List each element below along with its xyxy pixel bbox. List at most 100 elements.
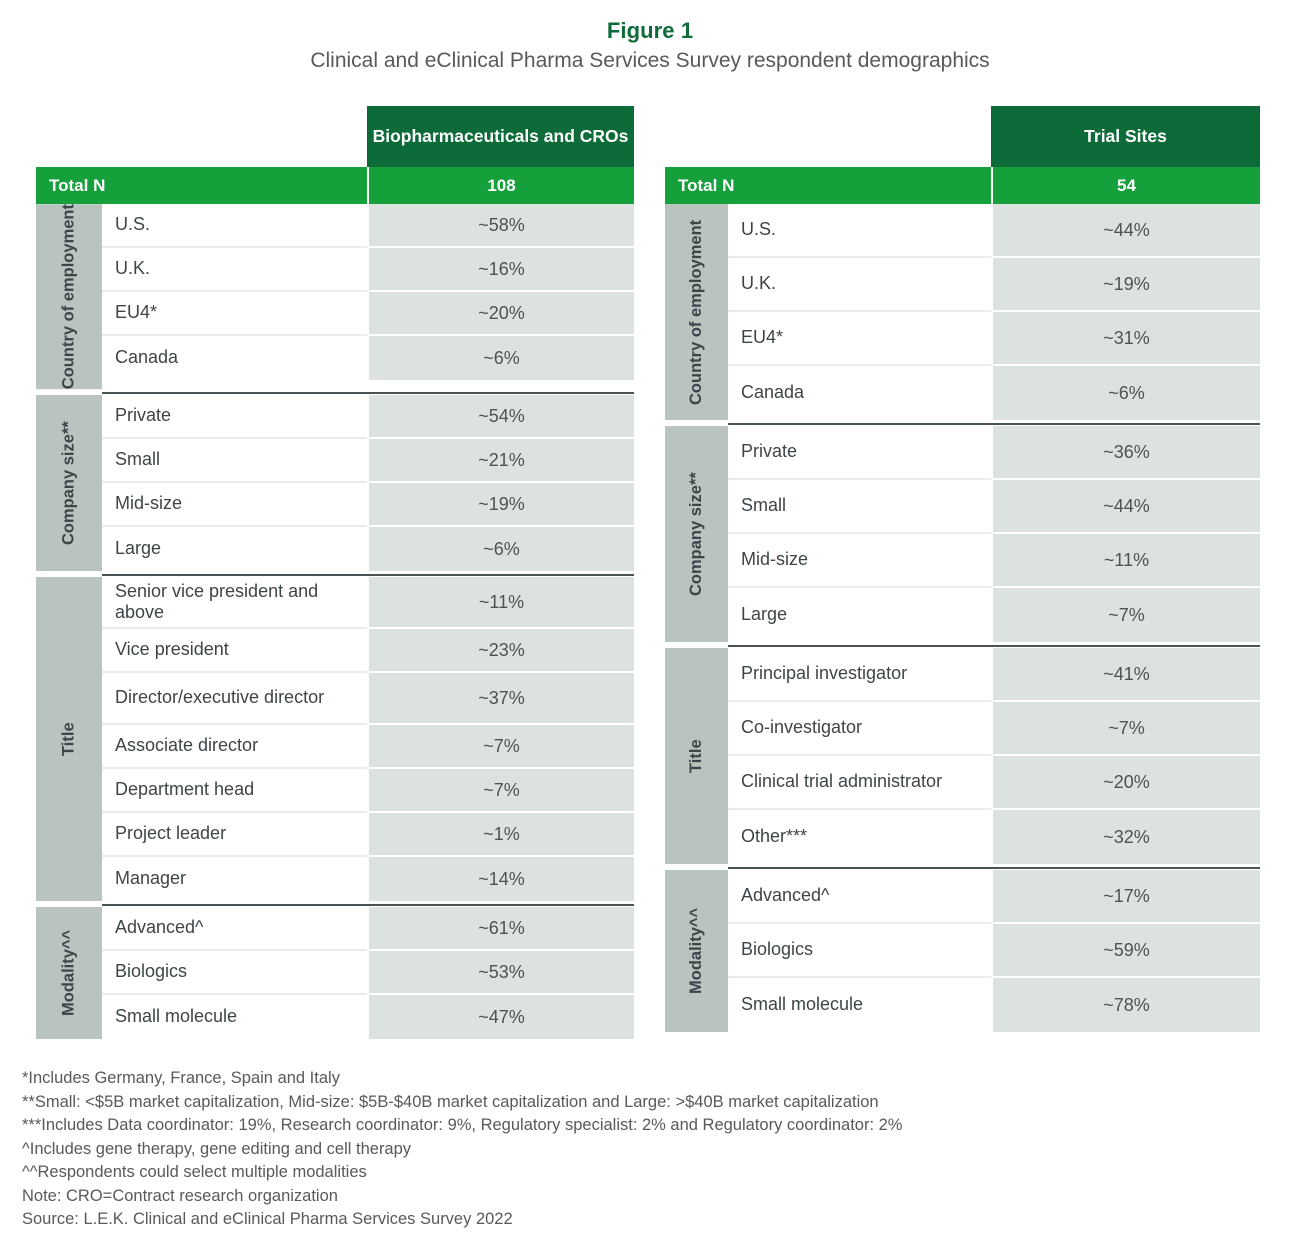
group-rows: Senior vice president and above ~11% Vice … <box>102 577 634 902</box>
row-value: ~20% <box>367 292 634 336</box>
row-label: Vice president <box>102 629 367 674</box>
row-value: ~41% <box>991 648 1260 702</box>
total-n-label: Total N <box>36 167 367 204</box>
table-row: Large ~6% <box>102 527 634 572</box>
figure-label: Figure 1 <box>606 18 694 43</box>
table-row: Canada ~6% <box>102 336 634 380</box>
row-value: ~19% <box>991 258 1260 312</box>
footnote-line: Source: L.E.K. Clinical and eClinical Ph… <box>22 1210 513 1228</box>
table-row: Advanced^ ~61% <box>102 907 634 952</box>
row-label: U.K. <box>728 258 991 312</box>
row-value: ~21% <box>367 439 634 484</box>
table-row: Manager ~14% <box>102 857 634 902</box>
footnote-line: ^^Respondents could select multiple moda… <box>22 1163 367 1181</box>
group-category-label: Country of employment <box>665 204 728 420</box>
row-value: ~11% <box>367 577 634 630</box>
footnote-line: **Small: <$5B market capitalization, Mid… <box>22 1092 879 1111</box>
footnote-line: *Includes Germany, France, Spain and Ita… <box>22 1069 340 1087</box>
table-row: Associate director ~7% <box>102 725 634 770</box>
table-row: U.S. ~58% <box>102 204 634 248</box>
row-value: ~17% <box>991 870 1260 924</box>
row-value: ~7% <box>367 769 634 814</box>
table-row: Private ~36% <box>728 426 1260 480</box>
table-row: Small ~44% <box>728 480 1260 534</box>
row-label: Associate director <box>102 725 367 770</box>
row-value: ~6% <box>367 336 634 380</box>
table-row: Small molecule ~78% <box>728 978 1260 1032</box>
group-category-label: Company size** <box>36 395 102 572</box>
group-rows: Private ~54% Small ~21% Mid-size ~19% Large ~6% <box>102 395 634 572</box>
row-label: Director/executive director <box>102 673 367 726</box>
footnote-line: ***Includes Data coordinator: 19%, Resea… <box>22 1116 903 1134</box>
row-value: ~32% <box>991 810 1260 864</box>
table-row: Large ~7% <box>728 588 1260 642</box>
table-body: Country of employment U.S. ~44% U.K. ~19% EU4… <box>665 204 1260 1032</box>
group-category-label: Country of employment <box>36 204 102 390</box>
row-value: ~7% <box>991 588 1260 642</box>
table-row: Canada ~6% <box>728 366 1260 420</box>
group-rows: Advanced^ ~61% Biologics ~53% Small molecule… <box>102 907 634 1040</box>
row-label: Manager <box>102 857 367 902</box>
table-row: Small ~21% <box>102 439 634 484</box>
row-label: Private <box>728 426 991 480</box>
row-label: Canada <box>102 336 367 380</box>
row-value: ~53% <box>367 951 634 996</box>
row-label: Clinical trial administrator <box>728 756 991 810</box>
footnote-line: Note: CRO=Contract research organization <box>22 1186 338 1205</box>
group-category-label: Modality^^ <box>665 870 728 1032</box>
group-category-label: Title <box>36 577 102 902</box>
group-rows: U.S. ~44% U.K. ~19% EU4* ~31% Canada ~6% <box>728 204 1260 420</box>
table-row: Mid-size ~11% <box>728 534 1260 588</box>
row-value: ~7% <box>367 725 634 770</box>
row-label: Principal investigator <box>728 648 991 702</box>
table-row: Biologics ~59% <box>728 924 1260 978</box>
row-label: Advanced^ <box>728 870 991 924</box>
table-group: Modality^^ Advanced^ ~17% Biologics ~59% Smal… <box>665 867 1260 1032</box>
table-body: Country of employment U.S. ~58% U.K. ~16% EU4… <box>36 204 634 1040</box>
table-row: Clinical trial administrator ~20% <box>728 756 1260 810</box>
table-row: Mid-size ~19% <box>102 483 634 528</box>
row-label: U.S. <box>102 204 367 248</box>
figure-subtitle: Clinical and eClinical Pharma Services S… <box>310 49 990 72</box>
table-row: Senior vice president and above ~11% <box>102 577 634 630</box>
row-value: ~58% <box>367 204 634 248</box>
table-row: Project leader ~1% <box>102 813 634 858</box>
table-group: Modality^^ Advanced^ ~61% Biologics ~53% Smal… <box>36 904 634 1040</box>
row-label: Small <box>728 480 991 534</box>
table-row: Private ~54% <box>102 395 634 440</box>
row-label: Biologics <box>102 951 367 996</box>
row-value: ~37% <box>367 673 634 726</box>
table-row: Small molecule ~47% <box>102 995 634 1040</box>
table-banner: Trial Sites <box>991 106 1260 167</box>
row-label: Small <box>102 439 367 484</box>
row-label: EU4* <box>102 292 367 336</box>
row-value: ~6% <box>367 527 634 572</box>
row-label: Other*** <box>728 810 991 864</box>
row-label: Project leader <box>102 813 367 858</box>
total-n-row: Total N 108 <box>36 167 634 204</box>
row-label: Senior vice president and above <box>102 577 367 630</box>
table-row: Other*** ~32% <box>728 810 1260 864</box>
group-category-label: Modality^^ <box>36 907 102 1040</box>
table-banner: Biopharmaceuticals and CROs <box>367 106 634 167</box>
group-category-label: Title <box>665 648 728 864</box>
table-row: U.S. ~44% <box>728 204 1260 258</box>
row-label: U.S. <box>728 204 991 258</box>
table-row: Advanced^ ~17% <box>728 870 1260 924</box>
row-value: ~20% <box>991 756 1260 810</box>
row-value: ~54% <box>367 395 634 440</box>
row-value: ~61% <box>367 907 634 952</box>
row-label: Canada <box>728 366 991 420</box>
row-value: ~44% <box>991 204 1260 258</box>
row-value: ~7% <box>991 702 1260 756</box>
group-rows: Principal investigator ~41% Co-investigato… <box>728 648 1260 864</box>
table-row: Director/executive director ~37% <box>102 673 634 726</box>
table-group: Country of employment U.S. ~44% U.K. ~19% EU4… <box>665 204 1260 420</box>
group-rows: Advanced^ ~17% Biologics ~59% Small molecule… <box>728 870 1260 1032</box>
table-row: Co-investigator ~7% <box>728 702 1260 756</box>
group-category-label: Company size** <box>665 426 728 642</box>
row-value: ~47% <box>367 995 634 1040</box>
row-value: ~14% <box>367 857 634 902</box>
table-row: U.K. ~19% <box>728 258 1260 312</box>
